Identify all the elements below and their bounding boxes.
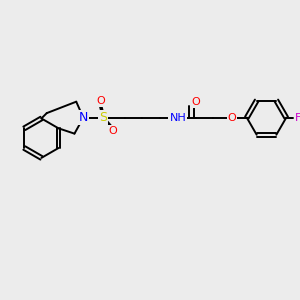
Text: F: F (295, 113, 300, 123)
Text: O: O (191, 97, 200, 107)
Text: S: S (99, 111, 107, 124)
Text: NH: NH (169, 113, 186, 123)
Text: O: O (108, 127, 117, 136)
Text: N: N (79, 111, 88, 124)
Text: O: O (228, 113, 236, 123)
Text: O: O (97, 96, 105, 106)
